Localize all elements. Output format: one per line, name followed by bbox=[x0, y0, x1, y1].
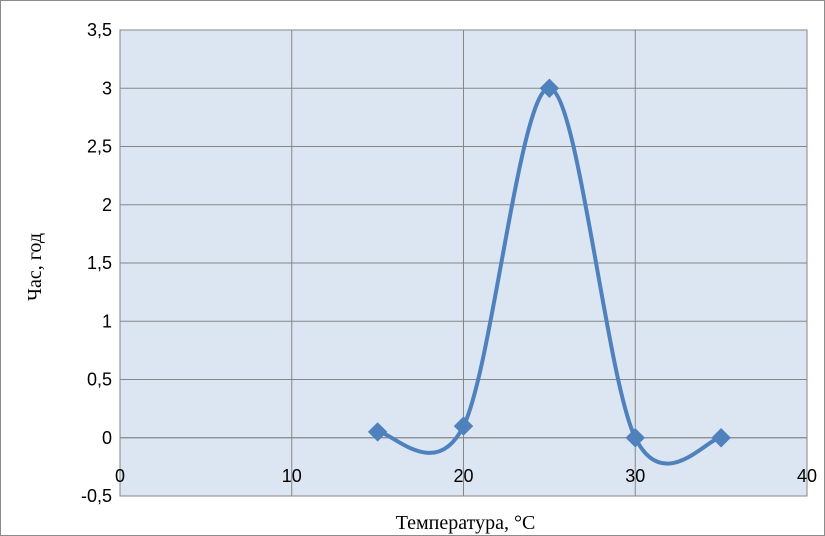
x-tick-label: 20 bbox=[453, 466, 473, 486]
data-point-marker bbox=[453, 416, 474, 436]
y-axis-title: Час, год bbox=[24, 233, 46, 301]
y-tick-label: 2,5 bbox=[87, 137, 112, 157]
series-layer bbox=[367, 78, 731, 466]
y-tick-label: 0,5 bbox=[87, 370, 112, 390]
data-point-marker bbox=[539, 78, 560, 98]
data-point-marker bbox=[367, 422, 388, 442]
y-tick-label: 3 bbox=[102, 78, 112, 98]
y-tick-label: -0,5 bbox=[81, 486, 112, 506]
y-tick-label: 2 bbox=[102, 195, 112, 215]
y-tick-label: 3,5 bbox=[87, 20, 112, 40]
y-tick-label: 1,5 bbox=[87, 253, 112, 273]
data-point-marker bbox=[711, 428, 731, 448]
data-point-marker bbox=[625, 428, 645, 448]
tick-labels: -0,500,511,522,533,50 10 20 30 40 bbox=[81, 20, 817, 506]
y-tick-label: 1 bbox=[102, 311, 112, 331]
x-axis-title: Температура, °C bbox=[396, 512, 536, 534]
x-tick-label: 40 bbox=[797, 466, 817, 486]
x-tick-label: 30 bbox=[625, 466, 645, 486]
x-tick-label: 0 bbox=[115, 466, 125, 486]
grid bbox=[119, 29, 808, 497]
y-tick-label: 0 bbox=[102, 428, 112, 448]
x-tick-label: 10 bbox=[282, 466, 302, 486]
